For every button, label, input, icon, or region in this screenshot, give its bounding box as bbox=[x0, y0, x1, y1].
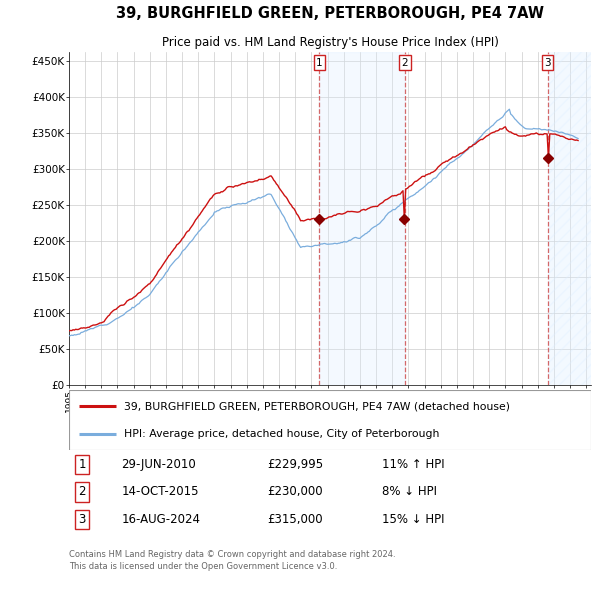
Text: 39, BURGHFIELD GREEN, PETERBOROUGH, PE4 7AW (detached house): 39, BURGHFIELD GREEN, PETERBOROUGH, PE4 … bbox=[124, 401, 510, 411]
Text: 14-OCT-2015: 14-OCT-2015 bbox=[121, 486, 199, 499]
Text: 16-AUG-2024: 16-AUG-2024 bbox=[121, 513, 200, 526]
Text: 2: 2 bbox=[401, 58, 408, 68]
Text: 1: 1 bbox=[78, 458, 86, 471]
Text: 8% ↓ HPI: 8% ↓ HPI bbox=[382, 486, 437, 499]
FancyBboxPatch shape bbox=[69, 390, 591, 450]
Bar bbox=[319, 52, 405, 385]
Text: £315,000: £315,000 bbox=[268, 513, 323, 526]
Text: 11% ↑ HPI: 11% ↑ HPI bbox=[382, 458, 445, 471]
Text: 15% ↓ HPI: 15% ↓ HPI bbox=[382, 513, 445, 526]
Text: Contains HM Land Registry data © Crown copyright and database right 2024.
This d: Contains HM Land Registry data © Crown c… bbox=[69, 550, 395, 571]
Bar bbox=[548, 52, 591, 385]
Text: 39, BURGHFIELD GREEN, PETERBOROUGH, PE4 7AW: 39, BURGHFIELD GREEN, PETERBOROUGH, PE4 … bbox=[116, 5, 544, 21]
Text: 3: 3 bbox=[545, 58, 551, 68]
Text: Price paid vs. HM Land Registry's House Price Index (HPI): Price paid vs. HM Land Registry's House … bbox=[161, 36, 499, 49]
Bar bbox=[548, 52, 591, 385]
Text: 3: 3 bbox=[79, 513, 86, 526]
Text: 1: 1 bbox=[316, 58, 323, 68]
Text: HPI: Average price, detached house, City of Peterborough: HPI: Average price, detached house, City… bbox=[124, 429, 439, 439]
Text: £229,995: £229,995 bbox=[268, 458, 323, 471]
Text: 2: 2 bbox=[78, 486, 86, 499]
Text: £230,000: £230,000 bbox=[268, 486, 323, 499]
Text: 29-JUN-2010: 29-JUN-2010 bbox=[121, 458, 196, 471]
